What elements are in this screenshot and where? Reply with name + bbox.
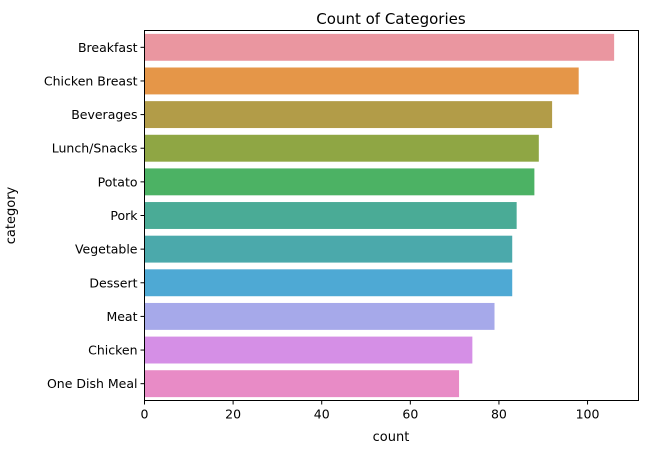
x-tick-label: 80 [491,407,507,422]
y-axis-label: category [4,186,19,244]
bar-lunch-snacks [144,134,539,162]
y-tick-label: Lunch/Snacks [52,141,138,156]
bar-chicken-breast [144,67,579,95]
bar-breakfast [144,33,615,61]
x-tick-label: 20 [225,407,241,422]
y-tick-label: Potato [98,174,138,189]
x-axis-ticks: 0 20 40 60 80 100 [141,400,600,422]
y-tick-label: Pork [110,208,138,223]
bars-group [144,33,615,398]
bar-meat [144,302,495,330]
x-tick-label: 60 [402,407,418,422]
y-tick-label: Beverages [71,107,137,122]
chart-title: Count of Categories [316,10,466,28]
bar-vegetable [144,235,513,263]
bar-beverages [144,101,553,129]
y-tick-label: Chicken [88,343,137,358]
y-tick-label: One Dish Meal [47,376,138,391]
y-tick-label: Breakfast [78,40,138,55]
bar-one-dish-meal [144,370,460,398]
y-axis-ticks: Breakfast Chicken Breast Beverages Lunch/Sn… [44,40,145,391]
y-tick-label: Meat [106,309,137,324]
y-tick-label: Vegetable [75,242,138,257]
x-tick-label: 0 [141,407,149,422]
x-tick-label: 40 [314,407,330,422]
bar-potato [144,168,535,196]
bar-chicken [144,336,473,364]
bar-pork [144,202,517,229]
bar-dessert [144,269,513,297]
x-tick-label: 100 [576,407,600,422]
y-tick-label: Dessert [89,275,137,290]
y-tick-label: Chicken Breast [44,73,138,88]
x-axis-label: count [373,430,410,445]
plot-frame [144,30,639,401]
